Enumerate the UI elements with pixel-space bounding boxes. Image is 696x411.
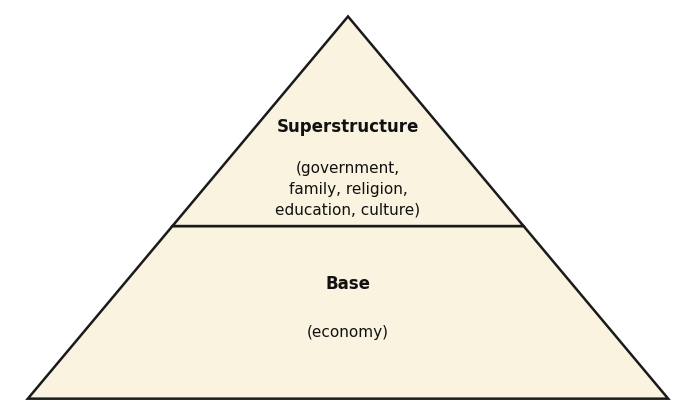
Text: (government,
family, religion,
education, culture): (government, family, religion, education…: [276, 161, 420, 217]
Text: (economy): (economy): [307, 326, 389, 340]
Text: Superstructure: Superstructure: [277, 118, 419, 136]
Text: Base: Base: [326, 275, 370, 293]
Polygon shape: [173, 16, 523, 226]
Polygon shape: [28, 226, 668, 399]
